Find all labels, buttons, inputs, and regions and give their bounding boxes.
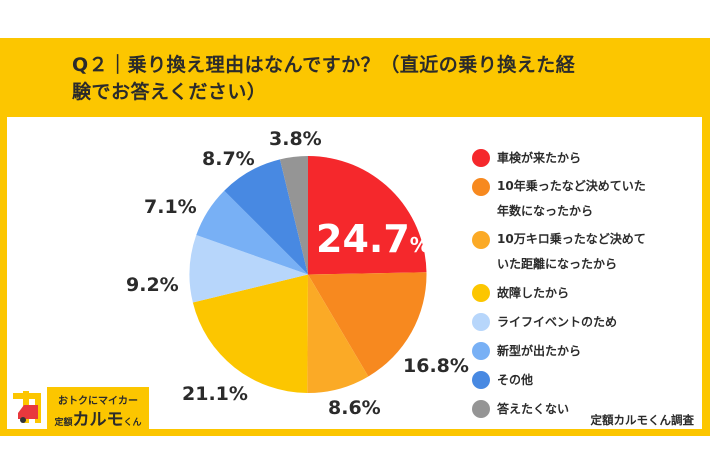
data-label-slice-1: 16.8% [403,355,469,377]
logo-name-main: カルモ [72,410,124,430]
pie-slice-0 [308,156,427,275]
data-label-slice-0: 24.7% [316,217,430,261]
legend-swatch-gray [472,400,490,418]
legend-label: ライフイベントのため [497,315,618,329]
legend-item: 故障したから [472,280,672,306]
legend-item: 新型が出たから [472,338,672,364]
legend-swatch-light-blue [472,342,490,360]
pie-slice-3 [192,274,308,393]
legend-label-line-1: 10年乗ったなど決めていた [497,179,646,193]
data-label-slice-4: 9.2% [126,274,179,296]
legend-swatch-pale-blue [472,313,490,331]
legend-label: 答えたくない [497,402,570,416]
title-line-1: Q２｜乗り換え理由はなんですか？（直近の乗り換えた経 [72,54,576,76]
legend-label: 故障したから [497,286,570,300]
legend-swatch-yellow [472,284,490,302]
title-line-2: 験でお答えください） [72,81,267,103]
pie-slice-5 [196,190,308,275]
pie-slice-4 [189,235,308,303]
pie-slice-1 [308,272,427,377]
logo-tagline: おトクにマイカー [58,396,138,407]
pie-slice-7 [279,156,308,275]
data-label-slice-7: 3.8% [269,128,322,150]
legend-item: 答えたくない [472,396,672,422]
legend-label-line-1: 10万キロ乗ったなど決めて [497,232,646,246]
data-label-slice-5: 7.1% [144,196,197,218]
legend-swatch-orange [472,178,490,196]
legend-item: 10万キロ乗ったなど決めて いた距離になったから [472,227,672,277]
legend-item: 10年乗ったなど決めていた 年数になったから [472,174,672,224]
logo-name: 定額カルモくん [47,405,149,430]
data-label-unit: % [409,233,430,257]
legend-label: その他 [497,373,534,387]
chart-title: Q２｜乗り換え理由はなんですか？（直近の乗り換えた経 験でお答えください） [72,52,652,106]
pie-slice-6 [224,159,308,275]
legend-label-line-2: いた距離になったから [497,257,618,271]
data-label-slice-6: 8.7% [202,148,255,170]
survey-credit: 定額カルモくん調査 [590,413,695,427]
legend-swatch-red [472,149,490,167]
legend-item: ライフイベントのため [472,309,672,335]
brand-logo: おトクにマイカー 定額カルモくん [10,387,150,430]
data-label-slice-3: 21.1% [182,383,248,405]
legend-label: 車検が来たから [497,151,582,165]
legend-item: その他 [472,367,672,393]
legend-item: 車検が来たから [472,145,672,171]
legend-label: 新型が出たから [497,344,582,358]
pie-slice-2 [307,274,369,393]
logo-name-suffix: くん [123,418,142,428]
logo-text-box: おトクにマイカー 定額カルモくん [47,387,149,430]
data-label-slice-2: 8.6% [328,397,381,419]
car-logo-icon [13,391,41,423]
legend-label-line-2: 年数になったから [497,204,594,218]
legend: 車検が来たから 10年乗ったなど決めていた 年数になったから 10万キロ乗ったな… [472,145,672,425]
data-label-value: 24.7 [316,217,410,261]
legend-swatch-light-orange [472,231,490,249]
logo-name-prefix: 定額 [54,418,73,428]
legend-swatch-blue [472,371,490,389]
